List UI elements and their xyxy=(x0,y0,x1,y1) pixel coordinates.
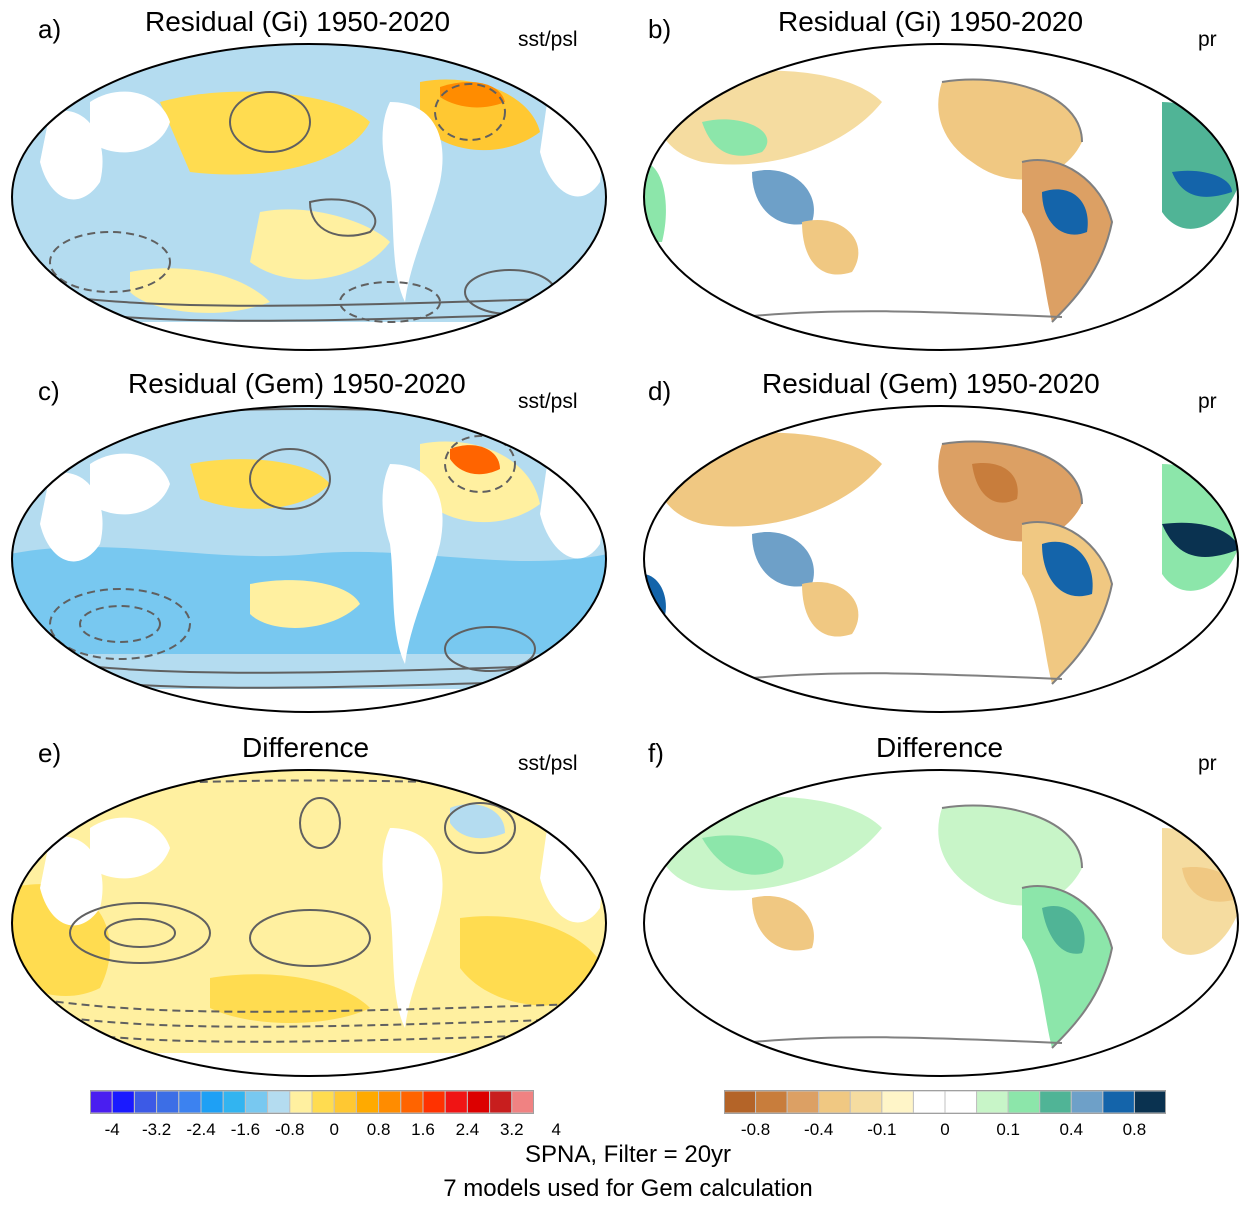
sst-psl-map xyxy=(11,43,607,351)
panel-a: a) Residual (Gi) 1950-2020 sst/psl xyxy=(0,0,620,360)
panel-letter: c) xyxy=(38,376,60,406)
colorbar-swatch xyxy=(156,1090,180,1114)
panel-title: Residual (Gem) 1950-2020 xyxy=(762,368,1100,399)
colorbar-swatch xyxy=(1102,1090,1135,1114)
colorbar-swatch xyxy=(267,1090,291,1114)
panel-e: e) Difference sst/psl xyxy=(0,724,620,1084)
colorbar-tick-label: 0 xyxy=(940,1120,950,1139)
colorbar-tick-label: -0.8 xyxy=(740,1120,771,1139)
sst-psl-map xyxy=(11,769,607,1077)
colorbar-swatch xyxy=(244,1090,269,1114)
colorbar-tick-label: -3.2 xyxy=(141,1120,172,1139)
panel-variable: pr xyxy=(1198,752,1217,775)
colorbar-swatch xyxy=(1039,1090,1072,1114)
colorbar-tick-label: 1.6 xyxy=(411,1120,435,1139)
panel-d: d) Residual (Gem) 1950-2020 pr xyxy=(628,362,1248,722)
panel-title: Residual (Gi) 1950-2020 xyxy=(778,6,1084,37)
colorbar-tick-label: 0.8 xyxy=(1122,1120,1147,1139)
colorbar-swatch xyxy=(178,1090,202,1114)
colorbar-swatch xyxy=(1070,1090,1104,1114)
panel-title: Residual (Gi) 1950-2020 xyxy=(145,6,451,37)
colorbar-tick-label: 0.1 xyxy=(996,1120,1020,1139)
panel-title: Difference xyxy=(242,732,370,763)
colorbar-swatch xyxy=(755,1090,788,1114)
colorbar-swatch xyxy=(1007,1090,1041,1114)
colorbar-tick-label: 2.4 xyxy=(455,1120,480,1139)
pr-colorbar xyxy=(724,1090,1166,1114)
colorbar-tick-label: 0 xyxy=(329,1120,339,1139)
colorbar-swatch xyxy=(311,1090,335,1114)
colorbar-swatch xyxy=(289,1090,313,1114)
colorbar-swatch xyxy=(881,1090,914,1114)
panel-b: b) Residual (Gi) 1950-2020 pr xyxy=(628,0,1248,360)
colorbar-swatch xyxy=(333,1090,357,1114)
footer-line-2: 7 models used for Gem calculation xyxy=(443,1175,813,1202)
panel-f: f) Difference pr xyxy=(628,724,1248,1084)
panel-letter: b) xyxy=(648,14,672,44)
panel-variable: pr xyxy=(1198,28,1217,51)
panel-variable: sst/psl xyxy=(518,28,578,51)
precip-map xyxy=(643,769,1239,1077)
panel-letter: d) xyxy=(648,376,672,406)
colorbar-tick-label: 3.2 xyxy=(499,1120,524,1139)
panel-letter: f) xyxy=(648,738,664,768)
colorbar-swatch xyxy=(818,1090,851,1114)
colorbar-swatch xyxy=(511,1090,534,1114)
colorbar-swatch xyxy=(944,1090,978,1114)
colorbar-tick-label: -0.1 xyxy=(867,1120,897,1139)
precip-map xyxy=(643,43,1239,351)
colorbar-swatch xyxy=(222,1090,246,1114)
panel-title: Residual (Gem) 1950-2020 xyxy=(128,368,466,399)
colorbar-tick-label: -1.6 xyxy=(230,1120,261,1139)
colorbar-swatch xyxy=(200,1090,224,1114)
colorbar-swatch xyxy=(786,1090,820,1114)
colorbar-tick-label: 0.4 xyxy=(1059,1120,1084,1139)
colorbar-swatch xyxy=(378,1090,402,1114)
sst-colorbar xyxy=(90,1090,534,1114)
panel-c: c) Residual (Gem) 1950-2020 sst/psl xyxy=(0,362,620,722)
colorbar-swatch xyxy=(444,1090,468,1114)
colorbar-swatch xyxy=(489,1090,513,1114)
footer-line-1: SPNA, Filter = 20yr xyxy=(524,1141,732,1168)
panel-title: Difference xyxy=(876,732,1004,763)
colorbar-swatch xyxy=(976,1090,1009,1114)
colorbar-tick-label: -2.4 xyxy=(186,1120,216,1139)
colorbar-frame xyxy=(90,1090,534,1114)
colorbar-tick-label: -0.4 xyxy=(804,1120,834,1139)
colorbar-swatch xyxy=(1133,1090,1166,1114)
colorbar-swatch xyxy=(111,1090,135,1114)
colorbar-swatch xyxy=(400,1090,424,1114)
colorbar-tick-label: -4 xyxy=(104,1120,120,1139)
colorbar-swatch xyxy=(422,1090,446,1114)
colorbar-swatch xyxy=(466,1090,491,1114)
panel-variable: sst/psl xyxy=(518,752,578,775)
colorbar-swatch xyxy=(849,1090,883,1114)
colorbar-swatch xyxy=(90,1090,113,1114)
colorbar-swatch xyxy=(912,1090,946,1114)
colorbar-tick-label: 0.8 xyxy=(366,1120,391,1139)
panel-variable: pr xyxy=(1198,390,1217,413)
colorbar-swatch xyxy=(724,1090,757,1114)
panel-variable: sst/psl xyxy=(518,390,578,413)
sst-psl-map xyxy=(11,405,607,713)
colorbar-swatch xyxy=(133,1090,158,1114)
colorbar-tick-label: 4 xyxy=(551,1120,561,1139)
colorbar-swatch xyxy=(355,1090,380,1114)
precip-map xyxy=(643,405,1239,713)
panel-letter: a) xyxy=(38,14,62,44)
panel-letter: e) xyxy=(38,738,62,768)
colorbar-tick-label: -0.8 xyxy=(275,1120,305,1139)
colorbar-frame xyxy=(724,1090,1166,1114)
